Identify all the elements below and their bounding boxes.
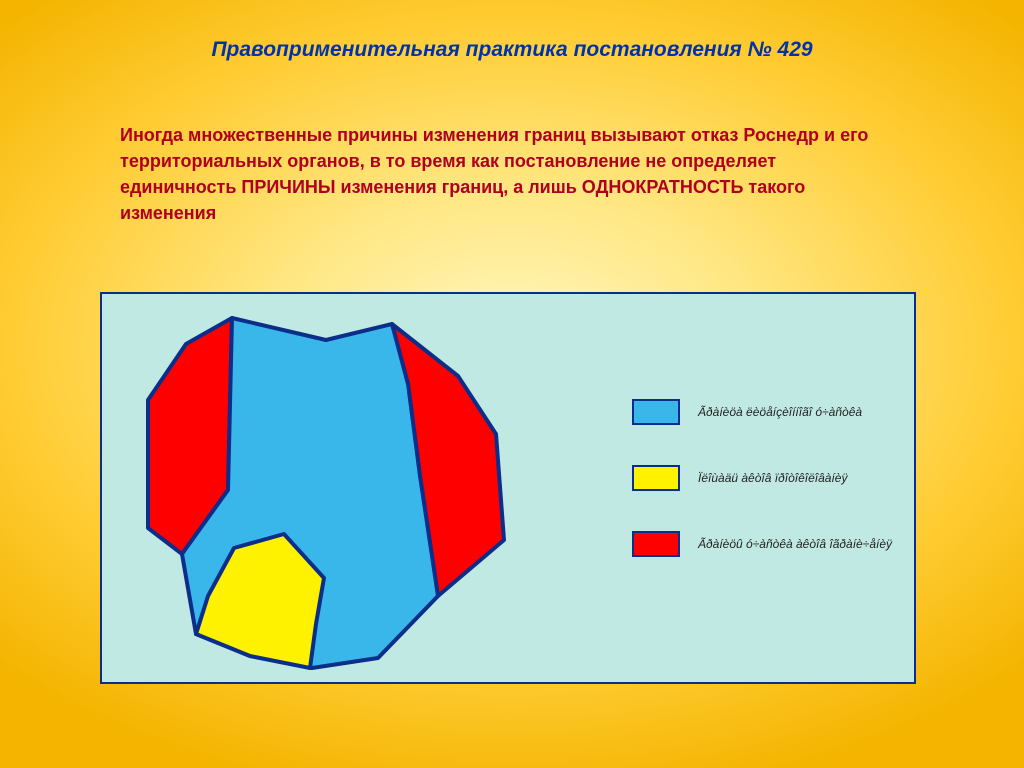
legend-label: Ãðàíèöû ó÷àñòêà àêòîâ îãðàíè÷åíèÿ	[698, 537, 892, 551]
legend-item: Ãðàíèöû ó÷àñòêà àêòîâ îãðàíè÷åíèÿ	[632, 531, 892, 557]
legend-swatch-red	[632, 531, 680, 557]
legend-swatch-yellow	[632, 465, 680, 491]
slide: Правоприменительная практика постановлен…	[0, 0, 1024, 768]
legend-label: Ãðàíèöà ëèöåíçèîííîãî ó÷àñòêà	[698, 405, 862, 419]
boundary-diagram	[108, 300, 528, 680]
body-text: Иногда множественные причины изменения г…	[120, 122, 880, 226]
legend-label: Ïëîùàäü àêòîâ ïðîòîêîëîâàíèÿ	[698, 471, 847, 485]
legend-item: Ãðàíèöà ëèöåíçèîííîãî ó÷àñòêà	[632, 399, 892, 425]
figure-panel: Ãðàíèöà ëèöåíçèîííîãî ó÷àñòêà Ïëîùàäü àê…	[100, 292, 916, 684]
legend: Ãðàíèöà ëèöåíçèîííîãî ó÷àñòêà Ïëîùàäü àê…	[632, 399, 892, 597]
legend-item: Ïëîùàäü àêòîâ ïðîòîêîëîâàíèÿ	[632, 465, 892, 491]
legend-swatch-blue	[632, 399, 680, 425]
slide-title: Правоприменительная практика постановлен…	[0, 38, 1024, 62]
